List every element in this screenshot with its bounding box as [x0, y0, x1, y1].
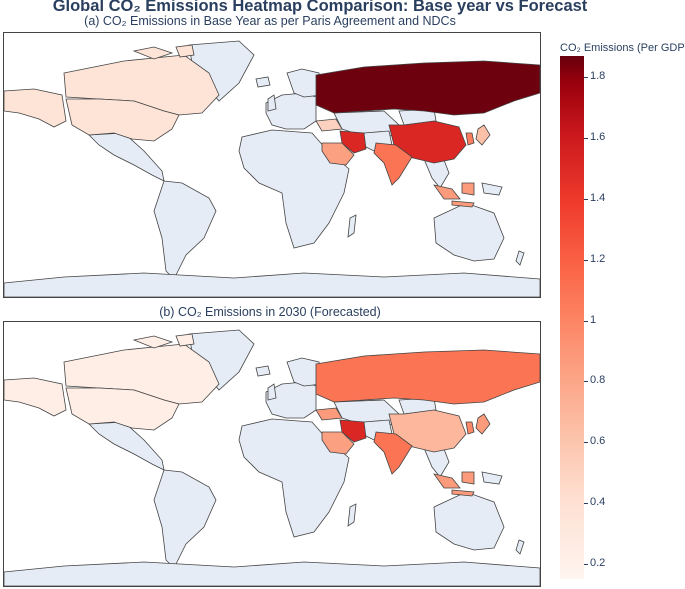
map-base-year[interactable]	[3, 32, 541, 298]
land-no-data	[153, 180, 217, 280]
colorbar-tick-mark	[584, 198, 588, 200]
region-korea[interactable]	[465, 132, 475, 146]
region-canada[interactable]	[132, 46, 174, 60]
region-united-states[interactable]	[65, 98, 180, 142]
land-no-data	[4, 272, 540, 297]
colorbar-tick-mark	[584, 77, 588, 79]
land-no-data	[238, 129, 350, 249]
colorbar-tick-label: 1.2	[590, 252, 606, 265]
land-no-data	[255, 76, 271, 88]
colorbar-tick-label: 1.4	[590, 191, 606, 204]
map-base-year-svg	[4, 33, 540, 297]
region-indonesia[interactable]	[433, 184, 461, 200]
land-no-data	[265, 92, 317, 130]
land-no-data	[347, 214, 357, 238]
region-korea[interactable]	[465, 421, 475, 435]
region-iran[interactable]	[339, 419, 367, 443]
region-japan[interactable]	[475, 124, 491, 146]
region-canada[interactable]	[175, 44, 195, 58]
colorbar-tick-label: 0.4	[590, 495, 606, 508]
land-no-data	[265, 381, 317, 419]
land-no-data	[481, 471, 503, 485]
region-alaska[interactable]	[4, 88, 67, 128]
region-japan[interactable]	[475, 413, 491, 435]
region-saudi-arabia[interactable]	[321, 431, 355, 455]
region-turkey[interactable]	[315, 118, 343, 132]
land-no-data	[433, 491, 505, 551]
land-no-data	[515, 250, 525, 266]
colorbar-tick-mark	[584, 442, 588, 444]
region-alaska[interactable]	[4, 377, 67, 417]
map-forecast[interactable]	[3, 321, 541, 587]
land-no-data	[267, 383, 277, 401]
region-indonesia[interactable]	[451, 489, 475, 497]
land-no-data	[255, 365, 271, 377]
region-iran[interactable]	[339, 130, 367, 154]
region-indonesia[interactable]	[461, 471, 475, 485]
land-no-data	[433, 202, 505, 262]
region-canada[interactable]	[175, 333, 195, 347]
land-no-data	[153, 469, 217, 569]
colorbar-title: CO₂ Emissions (Per GDP)	[560, 42, 685, 54]
region-russia[interactable]	[315, 60, 540, 116]
colorbar-tick-label: 0.6	[590, 435, 606, 448]
land-no-data	[347, 503, 357, 527]
chart-title: Global CO₂ Emissions Heatmap Comparison:…	[52, 0, 588, 15]
land-no-data	[481, 182, 503, 196]
colorbar-tick-mark	[584, 381, 588, 383]
region-india[interactable]	[373, 142, 413, 186]
colorbar	[560, 56, 584, 579]
land-no-data	[267, 94, 277, 112]
subtitle-base-year: (a) CO₂ Emissions in Base Year as per Pa…	[84, 14, 456, 28]
colorbar-tick-mark	[584, 259, 588, 261]
map-forecast-svg	[4, 322, 540, 586]
colorbar-tick-mark	[584, 320, 588, 322]
subtitle-forecast: (b) CO₂ Emissions in 2030 (Forecasted)	[159, 305, 381, 319]
region-indonesia[interactable]	[461, 182, 475, 196]
land-no-data	[515, 539, 525, 555]
region-india[interactable]	[373, 431, 413, 475]
region-turkey[interactable]	[315, 407, 343, 421]
region-saudi-arabia[interactable]	[321, 142, 355, 166]
region-russia[interactable]	[315, 349, 540, 405]
land-no-data	[238, 418, 350, 538]
region-canada[interactable]	[132, 335, 174, 349]
region-united-states[interactable]	[65, 387, 180, 431]
colorbar-tick-label: 0.8	[590, 374, 606, 387]
land-no-data	[88, 132, 165, 182]
land-no-data	[88, 421, 165, 471]
colorbar-tick-label: 1	[590, 313, 597, 326]
colorbar-tick-mark	[584, 138, 588, 140]
colorbar-tick-label: 1.6	[590, 131, 606, 144]
land-no-data	[4, 561, 540, 586]
region-indonesia[interactable]	[433, 473, 461, 489]
colorbar-tick-mark	[584, 502, 588, 504]
colorbar-tick-label: 0.2	[590, 556, 606, 569]
colorbar-tick-label: 1.8	[590, 70, 606, 83]
region-indonesia[interactable]	[451, 200, 475, 208]
colorbar-tick-mark	[584, 563, 588, 565]
